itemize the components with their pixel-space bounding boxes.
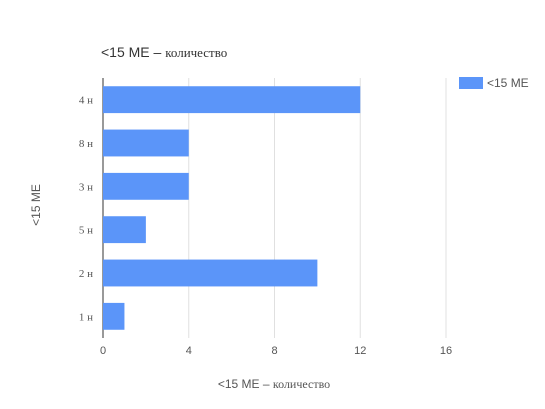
x-axis-label-prefix: <15 ME: [218, 377, 260, 391]
x-tick-label: 4: [186, 345, 192, 357]
bar: [103, 302, 125, 330]
x-tick-label: 0: [100, 345, 106, 357]
legend-swatch: [459, 77, 483, 89]
chart-title-prefix: <15 ME: [101, 44, 150, 60]
chart-title-suffix: количество: [165, 45, 227, 60]
bars: [103, 86, 361, 330]
x-tick-label: 8: [271, 345, 277, 357]
gridlines: [102, 78, 447, 338]
y-axis-label: <15 ME: [29, 184, 43, 226]
x-tick-label: 12: [354, 345, 366, 357]
y-tick-label: 8 н: [79, 138, 93, 150]
y-tick-labels: 4 н 8 н 3 н 5 н 2 н 1 н: [79, 95, 93, 324]
x-axis-label-suffix: количество: [273, 377, 330, 391]
y-tick-label: 4 н: [79, 95, 93, 107]
legend-label: <15 ME: [487, 76, 529, 90]
bar: [103, 216, 146, 244]
legend: <15 ME: [459, 76, 529, 90]
x-axis-label-dash: –: [263, 377, 273, 391]
x-tick-labels: 0 4 8 12 16: [100, 345, 452, 357]
bar: [103, 86, 361, 114]
x-axis-label: <15 ME – количество: [218, 377, 330, 391]
y-tick-label: 1 н: [79, 311, 93, 323]
bar: [103, 172, 189, 200]
chart-title-dash: –: [154, 44, 166, 60]
chart-title: <15 ME – количество: [101, 44, 227, 60]
y-tick-label: 2 н: [79, 268, 93, 280]
bar: [103, 259, 318, 287]
bar: [103, 129, 189, 157]
y-tick-label: 5 н: [79, 225, 93, 237]
x-tick-label: 16: [440, 345, 452, 357]
y-tick-label: 3 н: [79, 181, 93, 193]
